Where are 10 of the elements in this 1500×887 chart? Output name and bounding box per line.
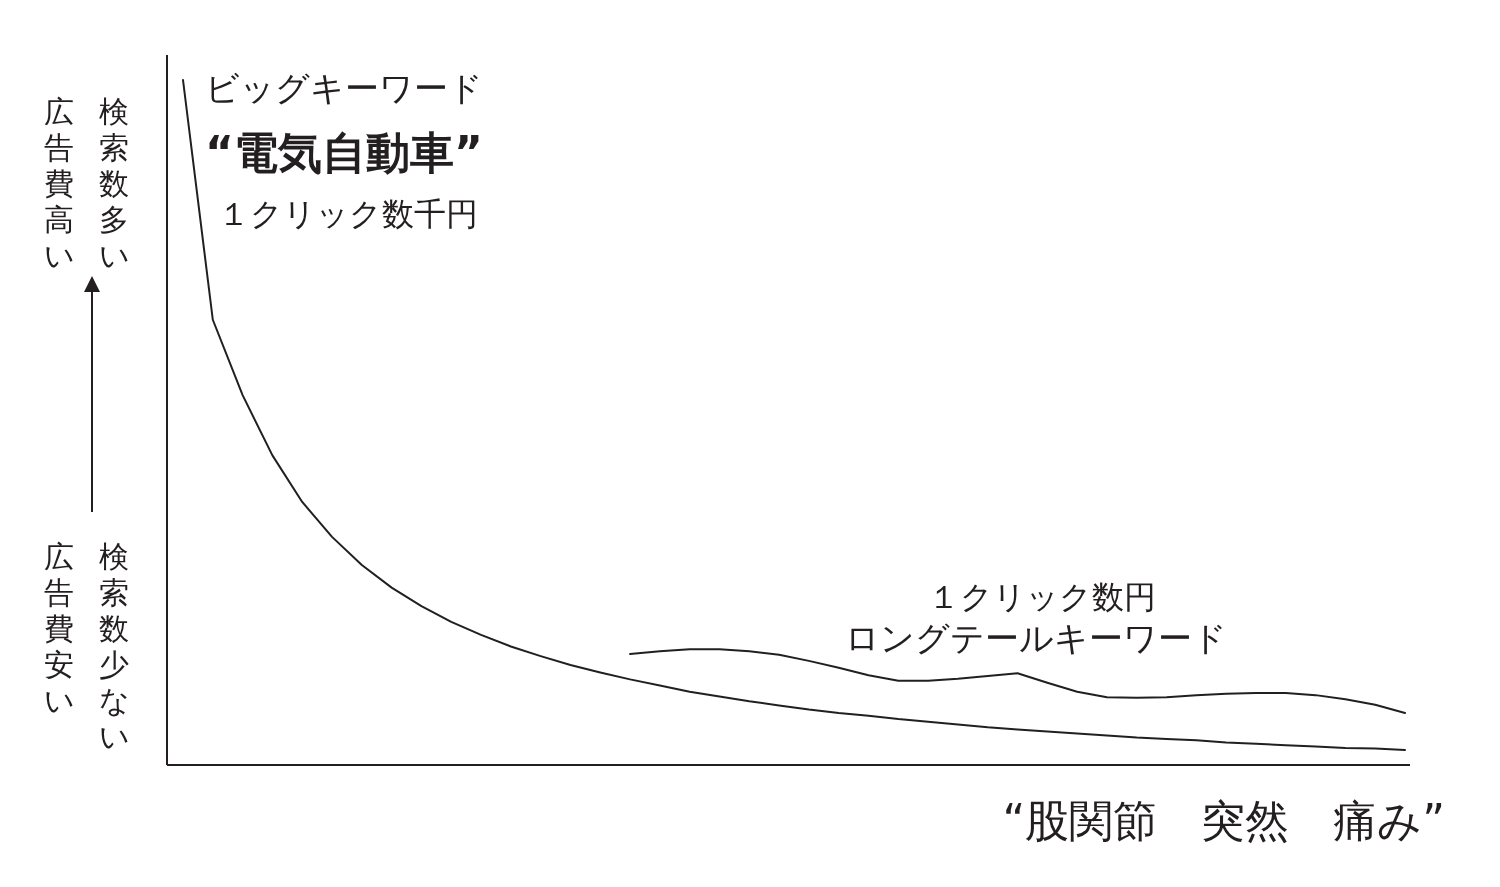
- annotation: ロングテールキーワード: [845, 618, 1227, 658]
- annotation: 検索数少ない: [98, 539, 130, 754]
- annotation: 広告費安い: [43, 539, 75, 718]
- annotation: 広告費高い: [43, 94, 75, 273]
- annotation: ビッグキーワード: [205, 68, 483, 108]
- annotation: 検索数多い: [98, 94, 130, 273]
- annotation: “電気自動車”: [205, 127, 483, 178]
- xlabel: “股関節 突然 痛み”: [1002, 795, 1445, 846]
- annotation: １クリック数円: [928, 578, 1156, 616]
- annotation: １クリック数千円: [218, 195, 478, 233]
